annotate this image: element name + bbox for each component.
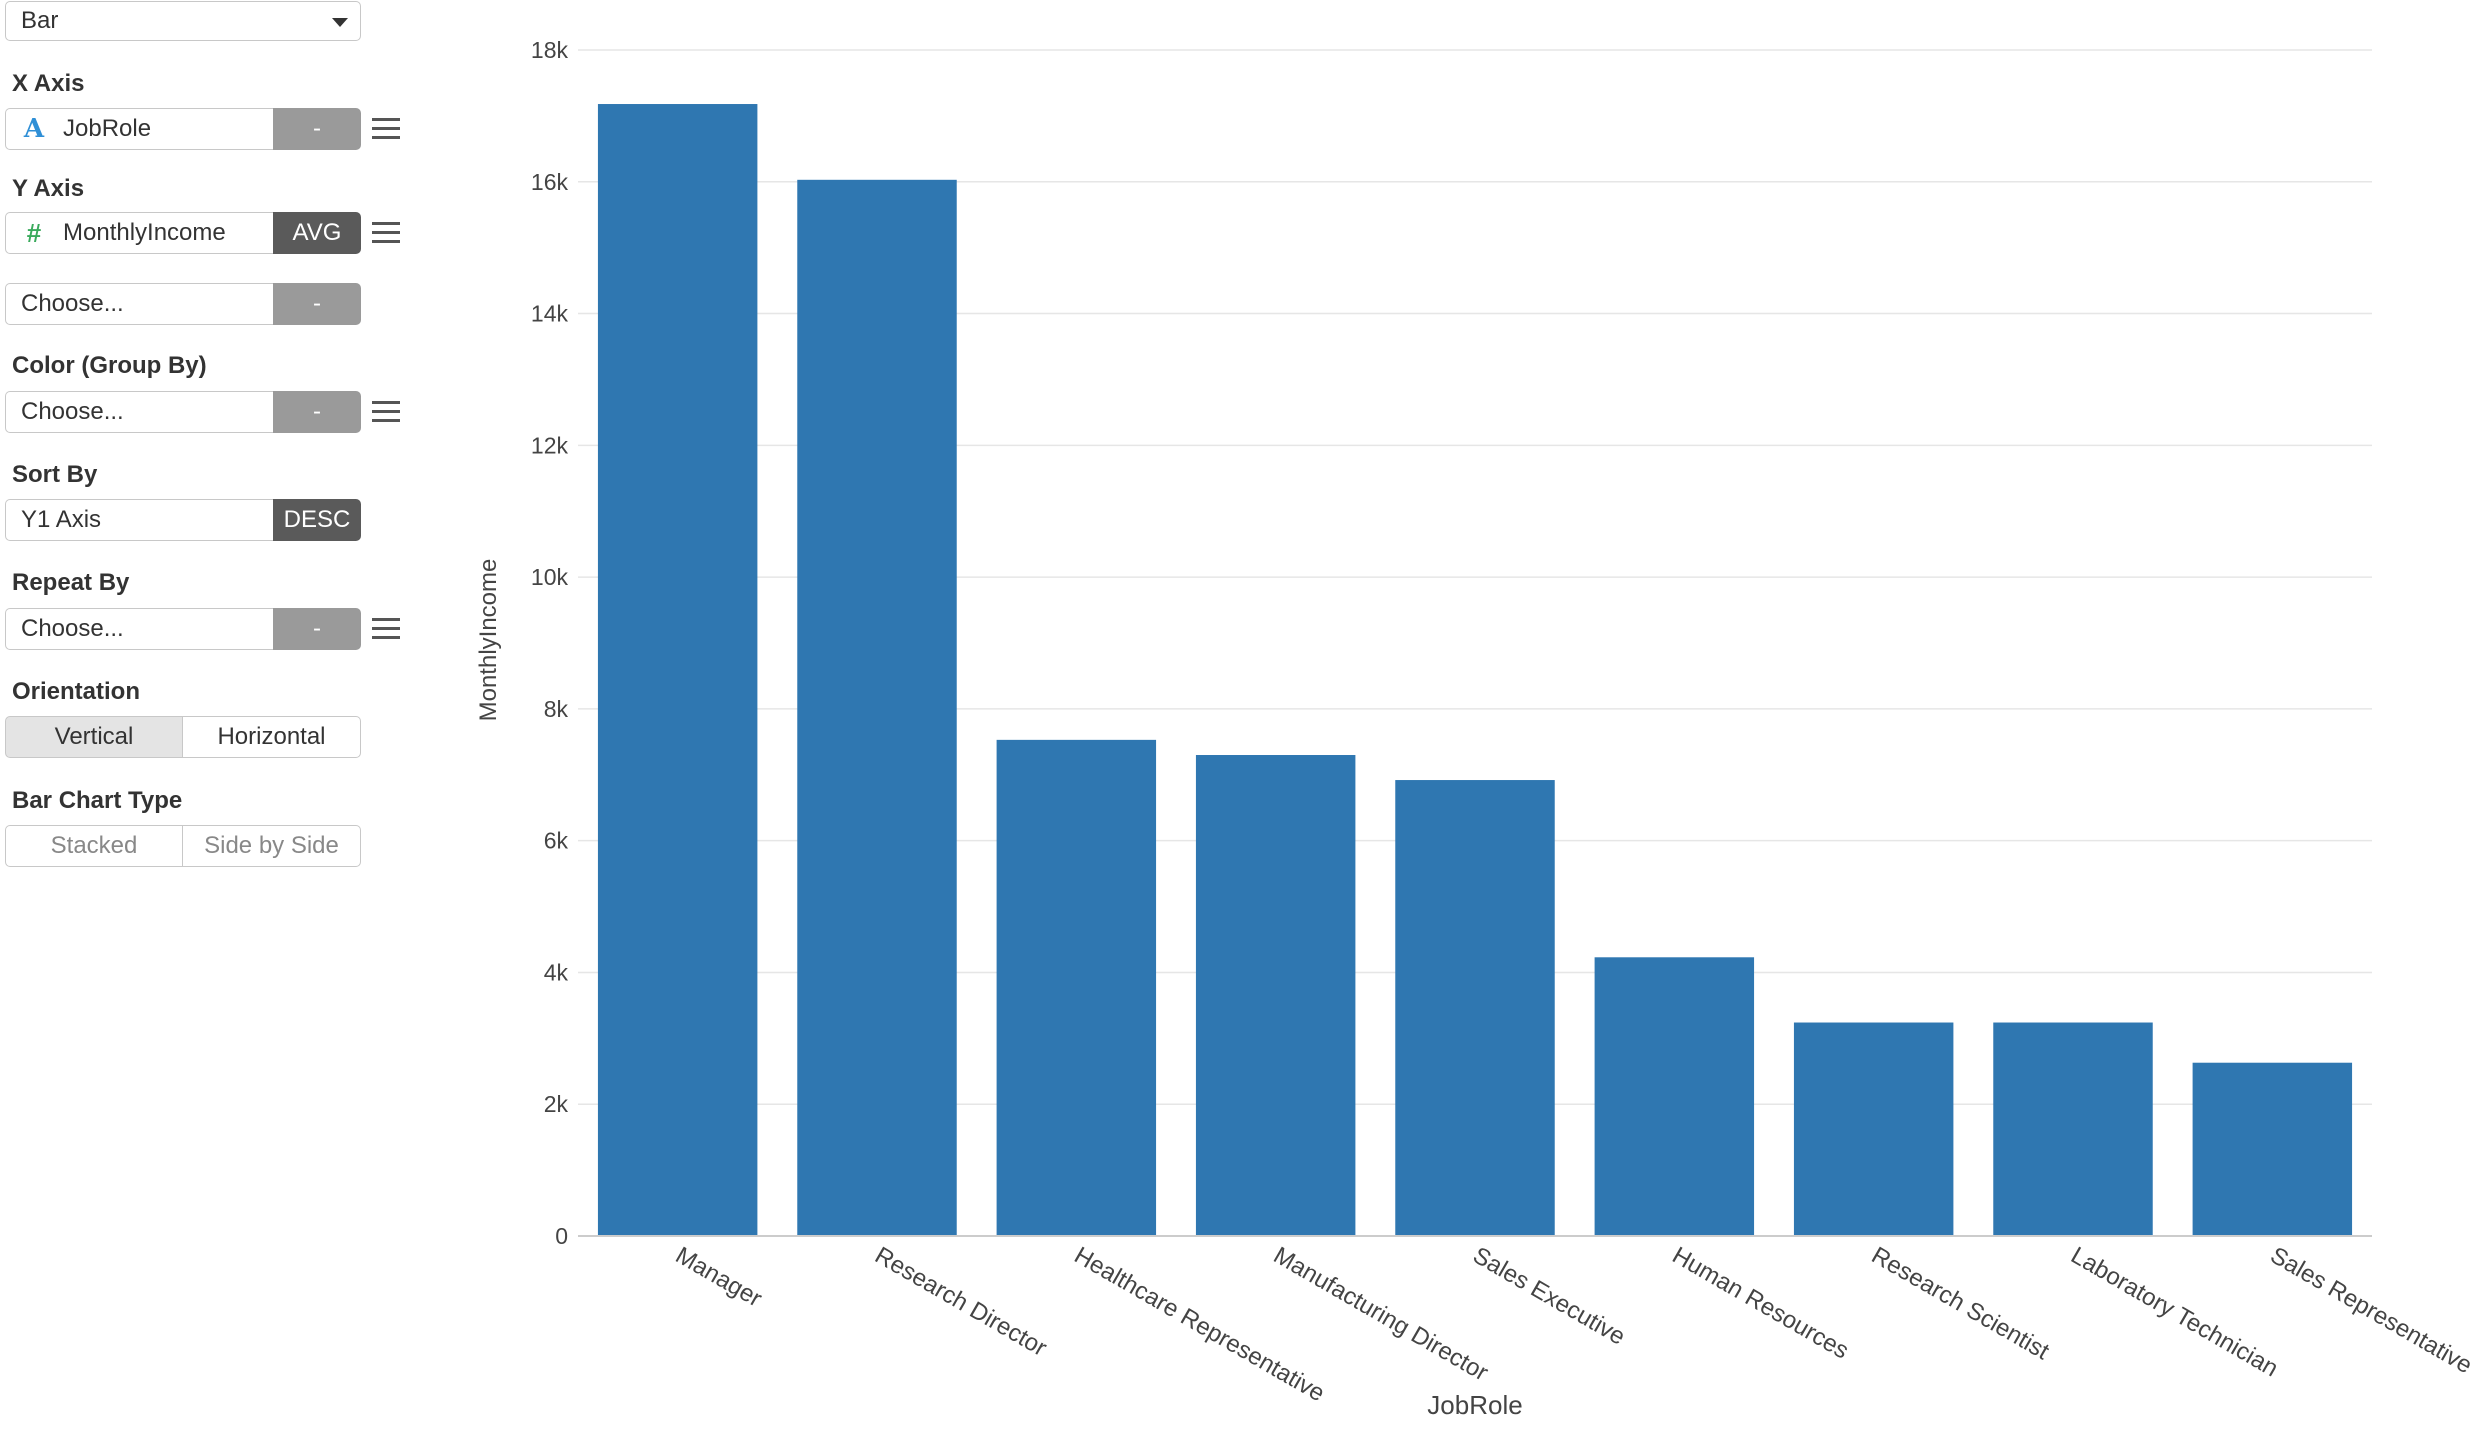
bar-type-side-by-side-button[interactable]: Side by Side	[183, 825, 361, 867]
y-tick-label: 12k	[531, 432, 569, 458]
bar	[797, 179, 957, 1236]
chevron-down-icon	[332, 18, 348, 27]
bar-type-stacked-button[interactable]: Stacked	[5, 825, 183, 867]
y-tick-label: 6k	[544, 828, 569, 854]
bar	[2192, 1062, 2353, 1236]
sort-order-button[interactable]: DESC	[273, 499, 361, 541]
x-tick-label: Research Director	[870, 1242, 1051, 1362]
x-axis-aggregation-button[interactable]: -	[273, 108, 361, 150]
y-axis-extra-placeholder: Choose...	[21, 290, 124, 317]
y-tick-label: 2k	[544, 1091, 569, 1117]
sort-by-select[interactable]: Y1 Axis	[5, 499, 273, 541]
sort-by-row: Y1 Axis DESC	[5, 499, 361, 541]
x-tick-label: Research Scientist	[1867, 1242, 2054, 1366]
repeat-by-row: Choose... -	[5, 608, 361, 650]
x-tick-label: Sales Representative	[2266, 1242, 2470, 1379]
bar	[1395, 780, 1555, 1236]
y-tick-label: 18k	[531, 37, 569, 63]
y-axis-extra-row: Choose... -	[5, 283, 361, 325]
y-axis-menu-icon[interactable]	[372, 222, 400, 244]
bar	[1594, 957, 1755, 1236]
x-tick-label: Laboratory Technician	[2066, 1242, 2282, 1383]
sort-by-value: Y1 Axis	[21, 506, 102, 533]
x-tick-label: Manager	[671, 1242, 767, 1313]
chart-type-select[interactable]: Bar	[5, 1, 361, 41]
color-group-menu-icon[interactable]	[372, 401, 400, 423]
x-axis-field-row: A JobRole -	[5, 108, 361, 150]
color-group-placeholder: Choose...	[21, 398, 124, 425]
y-axis-field-select[interactable]: # MonthlyIncome	[5, 212, 273, 254]
x-tick-label: Sales Executive	[1468, 1242, 1629, 1351]
color-group-row: Choose... -	[5, 391, 361, 433]
y-tick-label: 4k	[544, 959, 569, 985]
x-axis-title: JobRole	[1427, 1390, 1522, 1420]
y-axis-label: Y Axis	[12, 175, 85, 202]
chart-type-value: Bar	[21, 7, 59, 34]
x-axis-menu-icon[interactable]	[372, 118, 400, 140]
y-tick-label: 16k	[531, 169, 569, 195]
x-axis-field-name: JobRole	[63, 115, 152, 142]
x-axis-label: X Axis	[12, 70, 85, 97]
y-axis-aggregation-button[interactable]: AVG	[273, 212, 361, 254]
color-group-aggregation-button[interactable]: -	[273, 391, 361, 433]
y-tick-label: 10k	[531, 564, 569, 590]
y-axis-title: MonthlyIncome	[475, 559, 502, 722]
repeat-by-label: Repeat By	[12, 569, 130, 596]
number-type-icon: #	[26, 217, 42, 248]
bar-chart-type-label: Bar Chart Type	[12, 787, 183, 814]
x-tick-label: Human Resources	[1668, 1242, 1854, 1365]
x-tick-label: Manufacturing Director	[1269, 1242, 1493, 1387]
y-axis-extra-select[interactable]: Choose...	[5, 283, 273, 325]
orientation-vertical-button[interactable]: Vertical	[5, 716, 183, 758]
bar	[597, 104, 758, 1236]
repeat-by-menu-icon[interactable]	[372, 618, 400, 640]
bar	[1195, 755, 1356, 1236]
string-type-icon: A	[23, 114, 45, 144]
sort-by-label: Sort By	[12, 461, 98, 488]
repeat-by-select[interactable]: Choose...	[5, 608, 273, 650]
y-axis-field-name: MonthlyIncome	[63, 219, 226, 246]
orientation-toggle: Vertical Horizontal	[5, 716, 361, 758]
chart-settings-panel: Bar X Axis A JobRole - Y Axis # MonthlyI…	[0, 0, 430, 1430]
y-tick-label: 0	[555, 1223, 568, 1249]
bar-chart-type-toggle: Stacked Side by Side	[5, 825, 361, 867]
repeat-by-aggregation-button[interactable]: -	[273, 608, 361, 650]
y-axis-extra-aggregation-button[interactable]: -	[273, 283, 361, 325]
bar	[1993, 1022, 2153, 1236]
orientation-label: Orientation	[12, 678, 141, 705]
color-group-label: Color (Group By)	[12, 352, 207, 379]
x-axis-field-select[interactable]: A JobRole	[5, 108, 273, 150]
bar	[1793, 1022, 1954, 1236]
repeat-by-placeholder: Choose...	[21, 615, 124, 642]
bars	[597, 104, 2353, 1236]
y-axis-field-row: # MonthlyIncome AVG	[5, 212, 361, 254]
color-group-select[interactable]: Choose...	[5, 391, 273, 433]
y-tick-label: 8k	[544, 696, 569, 722]
bar	[996, 739, 1157, 1236]
orientation-horizontal-button[interactable]: Horizontal	[183, 716, 361, 758]
y-tick-label: 14k	[531, 301, 569, 327]
